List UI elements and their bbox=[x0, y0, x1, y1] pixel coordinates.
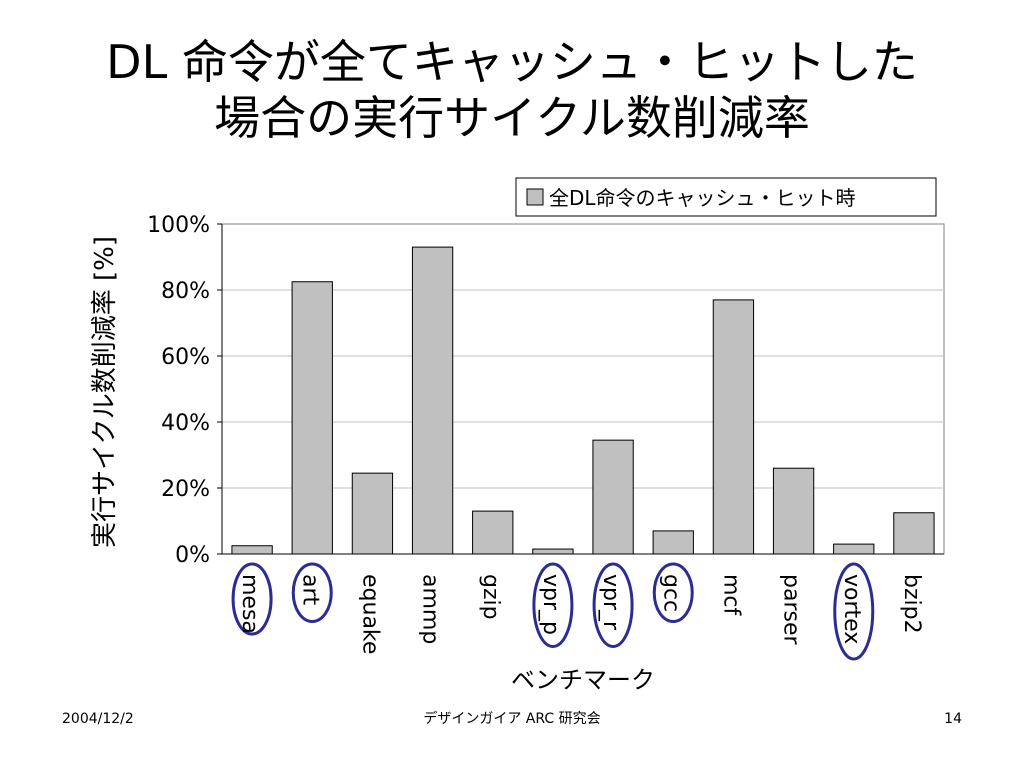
bar-gcc bbox=[652, 530, 694, 555]
x-tick-label: parser bbox=[779, 574, 804, 645]
plot-area bbox=[221, 223, 945, 555]
x-tick-label: vortex bbox=[839, 574, 864, 644]
footer-date: 2004/12/2 bbox=[62, 711, 134, 727]
x-axis-title: ベンチマーク bbox=[511, 666, 655, 694]
bar-chart: 0% 20% 40% 60% 80% 100% mesa art equake ammp gzip… bbox=[90, 177, 945, 694]
grid-lines bbox=[222, 289, 944, 489]
y-tick-label: 0% bbox=[175, 543, 210, 568]
bar-mesa bbox=[231, 545, 273, 555]
y-axis-title: 実行サイクル数削減率 [%] bbox=[90, 236, 120, 548]
highlight-ring-gcc bbox=[652, 562, 694, 623]
y-tick-label: 100% bbox=[147, 213, 210, 238]
y-tick-label: 60% bbox=[161, 345, 210, 370]
bar-ammp bbox=[411, 246, 454, 555]
highlight-ring-vpr_r bbox=[592, 562, 634, 648]
bar-equake bbox=[351, 472, 394, 555]
x-axis-labels: mesa art equake ammp gzip vpr_p vpr_r gcc mcf par… bbox=[237, 574, 924, 654]
legend-swatch bbox=[526, 188, 544, 206]
bar-vpr_r bbox=[592, 439, 634, 555]
bars bbox=[231, 246, 935, 555]
legend: 全DL命令のキャッシュ・ヒット時 bbox=[515, 177, 937, 217]
legend-box bbox=[515, 177, 937, 217]
highlight-ring-art bbox=[291, 562, 333, 623]
y-tick-label: 40% bbox=[161, 411, 210, 436]
title-line-1: DL 命令が全てキャッシュ・ヒットした bbox=[106, 35, 918, 89]
x-tick-label: mesa bbox=[237, 574, 262, 634]
bar-vortex bbox=[833, 543, 875, 555]
bar-art bbox=[291, 281, 333, 555]
slide-title: DL 命令が全てキャッシュ・ヒットした 場合の実行サイクル数削減率 bbox=[40, 34, 984, 146]
y-tick-label: 20% bbox=[161, 477, 210, 502]
x-tick-label: bzip2 bbox=[899, 574, 924, 634]
highlight-rings bbox=[231, 562, 875, 661]
bar-parser bbox=[772, 467, 815, 555]
y-tick-label: 80% bbox=[161, 279, 210, 304]
footer-event: デザインガイア ARC 研究会 bbox=[423, 711, 601, 727]
x-tick-label: vpr_p bbox=[538, 574, 563, 635]
x-tick-label: vpr_r bbox=[598, 574, 623, 631]
bar-vpr_p bbox=[532, 548, 574, 555]
x-tick-label: ammp bbox=[418, 574, 443, 644]
x-tick-label: equake bbox=[357, 574, 382, 654]
footer-page-number: 14 bbox=[944, 711, 962, 727]
highlight-ring-vortex bbox=[833, 562, 875, 661]
bar-bzip2 bbox=[893, 512, 935, 555]
x-tick-label: mcf bbox=[718, 574, 743, 617]
title-line-2: 場合の実行サイクル数削減率 bbox=[214, 91, 810, 145]
legend-label: 全DL命令のキャッシュ・ヒット時 bbox=[549, 186, 856, 210]
highlight-ring-mesa bbox=[231, 562, 273, 636]
x-tick-label: gcc bbox=[658, 574, 683, 612]
highlight-ring-vpr_p bbox=[532, 562, 574, 648]
x-tick-label: art bbox=[297, 574, 322, 606]
x-tick-label: gzip bbox=[478, 574, 503, 620]
bar-mcf bbox=[712, 299, 755, 555]
bar-gzip bbox=[472, 510, 514, 555]
y-axis-ticks: 0% 20% 40% 60% 80% 100% bbox=[147, 213, 222, 568]
